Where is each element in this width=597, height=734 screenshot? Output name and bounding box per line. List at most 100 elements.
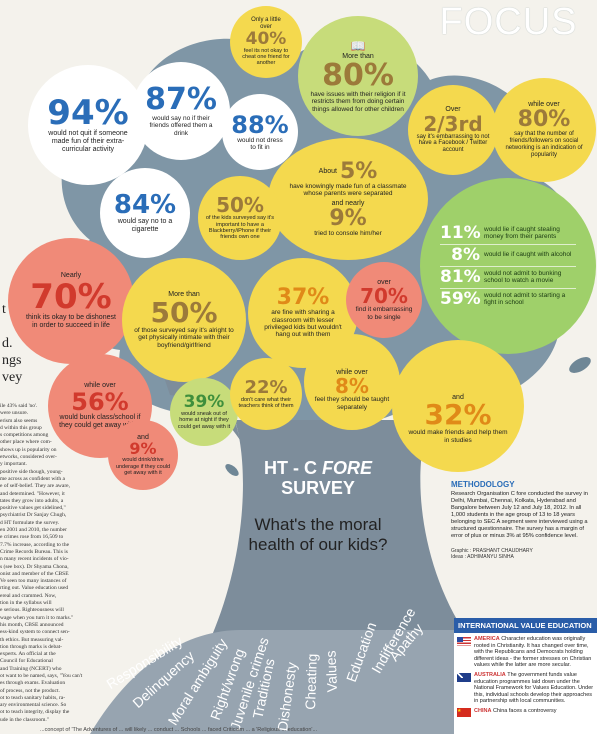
country-item: AUSTRALIA The government funds value edu…: [454, 669, 597, 705]
stat-prefix: while over: [336, 368, 368, 376]
stat-prefix: and nearly: [331, 199, 365, 207]
stat-value: 32%: [424, 398, 492, 432]
left-column-line: s competitions among: [0, 432, 49, 439]
left-column-line: Council for Educational: [0, 658, 53, 665]
left-column-line: d HT formulate the survey.: [0, 519, 60, 526]
stat-bubble-32: and 32% would make friends and help them…: [392, 340, 524, 472]
left-column-line: e of self-belief. They are aware,: [0, 483, 70, 490]
left-column-line: etworks, considered over-: [0, 454, 57, 461]
stat-bubble-39: 39% would sneak out of home at night if …: [170, 378, 238, 446]
left-column-line: onist and member of the CBSE: [0, 570, 69, 577]
country-description: China faces a controversy: [492, 707, 557, 714]
left-column-line: th ethics. But measuring val-: [0, 636, 64, 643]
stat-prefix: About: [318, 168, 337, 176]
stat-caption: have issues with their religion if it re…: [310, 90, 406, 113]
us-flag-icon: [457, 637, 471, 646]
stat-pair-row: About 5%: [318, 160, 378, 183]
brand-fore: FORE: [321, 458, 372, 478]
stat-caption: would not dress to fit in: [237, 136, 283, 151]
stat-bubble-50-phone: 50% of the kids surveyed say it's import…: [198, 176, 282, 260]
green-stat-row: 59% would not admit to starting a fight …: [440, 289, 576, 310]
left-fragment-3: ngs: [2, 353, 22, 368]
stat-value: 70%: [360, 284, 408, 309]
left-fragment-2: d.: [2, 336, 13, 351]
stat-bubble-50-intimate: More than 50% of those surveyed say it's…: [122, 258, 246, 382]
country-name: AUSTRALIA: [474, 671, 506, 678]
stat-value: 8%: [335, 374, 369, 399]
stat-bubble-9-drink: and 9% would drink/drive underage if the…: [108, 420, 178, 490]
stat-value: 50%: [150, 295, 218, 329]
brand-prefix: HT - C: [263, 458, 322, 478]
left-column-line: ude in the classroom.": [0, 716, 49, 723]
stat-bubble-70-dishonest: Nearly 70% think its okay to be dishones…: [8, 238, 134, 364]
stat-bubble-84: 84% would say no to a cigarette: [100, 168, 190, 258]
left-column-line: Crime Records Bureau. This is: [0, 548, 68, 555]
stat-bubble-80-religion: 📖 More than 80% have issues with their r…: [298, 16, 418, 136]
stat-caption: of the kids surveyed say it's important …: [205, 215, 275, 241]
green-stat-row: 11% would lie if caught stealing money f…: [440, 223, 576, 245]
stat-caption: don't care what their teachers think of …: [238, 396, 294, 409]
stat-caption: would not quit if someone made fun of th…: [48, 129, 128, 154]
country-item: ★ CHINA China faces a controversy: [454, 705, 597, 717]
stat-caption: would drink/drive underage if they could…: [115, 457, 171, 476]
left-column-line: his month, CBSE announced: [0, 621, 64, 628]
brand-survey: SURVEY: [281, 478, 355, 498]
left-column-line: es through exams. Evaluation: [0, 680, 66, 687]
left-column-line: experts. An official at the: [0, 651, 56, 658]
left-column-line: y important.: [0, 461, 27, 468]
stat-prefix: over: [377, 278, 391, 286]
green-stat-row: 8% would lie if caught with alcohol: [440, 245, 576, 267]
stat-bubble-22: 22% don't care what their teachers think…: [230, 358, 302, 430]
left-column-line: ile 43% said 'no'.: [0, 403, 38, 409]
stat-caption: would lie if caught stealing money from …: [484, 225, 560, 240]
stat-value: 39%: [183, 392, 225, 413]
stat-value: 11%: [440, 222, 481, 243]
stat-bubble-80-popularity: while over 80% say that the number of fr…: [492, 78, 596, 182]
stat-caption: would say no if their friends offered th…: [149, 114, 213, 137]
stat-prefix: Only a little over: [251, 17, 281, 31]
stat-caption: would not admit to starting a fight in s…: [484, 291, 566, 306]
stat-value: 40%: [245, 28, 287, 49]
left-column-line: ary environmental science. So: [0, 702, 67, 709]
country-text: AMERICA Character education was original…: [474, 636, 594, 669]
left-column-line: ot to teach integrity, display the: [0, 709, 70, 716]
stat-bubble-8-separately: while over 8% feel they should be taught…: [304, 334, 400, 430]
stat-value: 9%: [329, 205, 367, 231]
left-column-body: ile 43% said 'no'. were unsure. erism also…: [0, 403, 120, 724]
country-name: AMERICA: [474, 636, 500, 642]
stat-caption: have knowingly made fun of a classmate w…: [289, 182, 407, 198]
stat-caption: are fine with sharing a classroom with l…: [264, 309, 342, 339]
stat-prefix: More than: [168, 290, 200, 298]
australia-flag-icon: [457, 672, 471, 682]
stat-caption: feel they should be taught separately: [314, 396, 390, 411]
methodology-text: Research Organisation C fore conducted t…: [451, 491, 588, 539]
stat-prefix: while over: [528, 101, 560, 109]
country-name: CHINA: [474, 707, 492, 714]
stat-bubble-40: Only a little over 40% feel its not okay…: [230, 6, 302, 78]
stat-caption: would sneak out of home at night if they…: [177, 411, 231, 430]
stat-value: 84%: [113, 189, 177, 220]
stat-caption: would bunk class/school if they could ge…: [59, 413, 141, 429]
methodology-box: METHODOLOGY Research Organisation C fore…: [451, 480, 597, 560]
country-description: Character education was originally roote…: [474, 636, 592, 669]
left-fragment-1: t: [2, 302, 6, 317]
stat-value: 8%: [451, 244, 480, 265]
left-column-line: 7.7% increase, according to the: [0, 541, 70, 548]
stat-value: 80%: [322, 57, 394, 93]
stat-value: 81%: [440, 266, 481, 287]
left-column-line: en 2001 and 2010, the number: [0, 527, 67, 534]
left-column-line: tion through marks is debat-: [0, 643, 63, 650]
ideas-credit: Ideas : ADHIMANYU SINHA: [451, 554, 514, 560]
left-column-line: e serious. Righteousness will: [0, 607, 64, 614]
left-column-line: s (see box). Dr Shyama Chona,: [0, 563, 69, 570]
left-fragment-4: vey: [2, 370, 23, 385]
left-column-line: erism also seems: [0, 417, 38, 424]
stat-bubble-green-lying: 11% would lie if caught stealing money f…: [420, 178, 596, 354]
stat-caption: feel its not okay to cheat one friend fo…: [242, 47, 290, 67]
green-stat-row: 81% would not admit to bunking school to…: [440, 267, 576, 289]
left-column-line: ereal and crammed. Now,: [0, 592, 57, 599]
stat-caption: think its okay to be dishonest in order …: [26, 313, 116, 329]
left-column-line: of process, not the product.: [0, 687, 60, 694]
stat-value: 59%: [440, 288, 481, 309]
